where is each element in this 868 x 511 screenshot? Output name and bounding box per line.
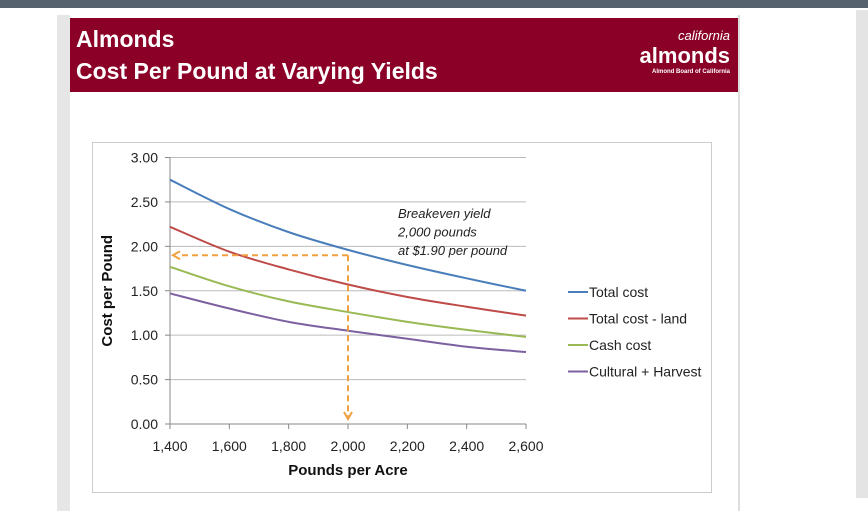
x-tick-label: 2,400	[449, 438, 484, 454]
california-almonds-logo: california almonds Almond Board of Calif…	[620, 28, 730, 76]
slide-header: Almonds Cost Per Pound at Varying Yields…	[70, 18, 738, 92]
legend-label: Cultural + Harvest	[589, 364, 702, 380]
slide-gutter	[57, 15, 70, 511]
x-tick-label: 2,000	[330, 438, 365, 454]
y-tick-label: 2.50	[131, 194, 158, 210]
y-tick-label: 3.00	[131, 150, 158, 166]
annotation-text: at $1.90 per pound	[398, 243, 508, 258]
top-bar	[0, 0, 868, 8]
x-tick-label: 2,200	[390, 438, 425, 454]
slide	[70, 15, 740, 511]
y-tick-label: 2.00	[131, 238, 158, 254]
y-tick-label: 1.00	[131, 327, 158, 343]
side-panel	[856, 10, 868, 498]
x-tick-label: 1,800	[271, 438, 306, 454]
x-tick-label: 1,400	[152, 438, 187, 454]
arrowhead-down-icon	[343, 411, 353, 422]
title-line-1: Almonds	[76, 26, 175, 52]
annotation-text: 2,000 pounds	[397, 225, 477, 240]
legend-label: Total cost	[589, 284, 648, 300]
annotation-text: Breakeven yield	[398, 206, 491, 221]
logo-text-1: california	[677, 28, 730, 43]
x-tick-label: 1,600	[212, 438, 247, 454]
y-axis-title: Cost per Pound	[99, 235, 116, 347]
logo-text-2: almonds	[639, 43, 730, 68]
y-tick-label: 0.50	[131, 372, 158, 388]
y-tick-label: 1.50	[131, 283, 158, 299]
y-tick-label: 0.00	[131, 416, 158, 432]
series-line-2	[169, 265, 527, 338]
series-line-3	[169, 292, 527, 354]
arrowhead-left-icon	[170, 250, 181, 261]
x-tick-label: 2,600	[508, 438, 543, 454]
chart-frame	[92, 142, 712, 493]
title-line-2: Cost Per Pound at Varying Yields	[76, 58, 438, 84]
legend-label: Cash cost	[589, 337, 651, 353]
legend-label: Total cost - land	[589, 311, 687, 327]
logo-text-3: Almond Board of California	[652, 69, 730, 75]
series-line-1	[169, 225, 527, 317]
series-line-0	[169, 178, 527, 292]
x-axis-title: Pounds per Acre	[288, 462, 407, 479]
